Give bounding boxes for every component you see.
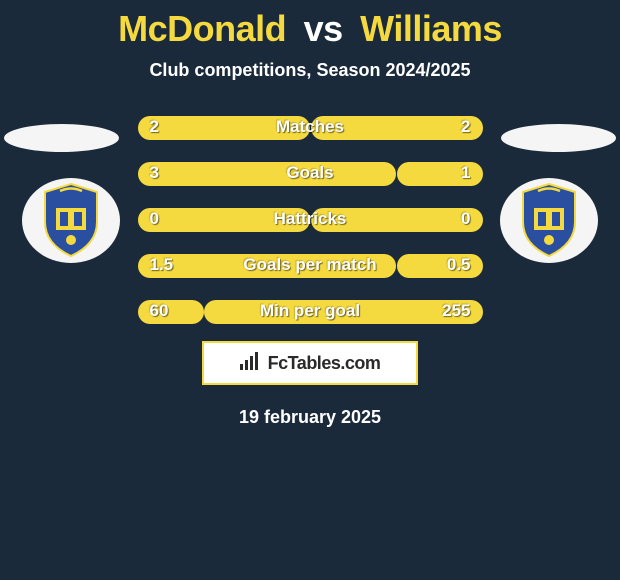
club-badge-right: [500, 178, 598, 263]
stat-value-left: 3: [150, 163, 159, 183]
player-avatar-right: [501, 124, 616, 152]
title-vs: vs: [304, 8, 343, 49]
stat-value-right: 2: [461, 117, 470, 137]
watermark: FcTables.com: [202, 341, 418, 385]
stat-row: 3 Goals 1: [138, 157, 483, 191]
stat-value-right: 1: [461, 163, 470, 183]
stat-label: Goals per match: [243, 255, 376, 275]
stat-value-right: 255: [442, 301, 470, 321]
stat-label: Hattricks: [274, 209, 347, 229]
stat-value-left: 0: [150, 209, 159, 229]
infographic-container: McDonald vs Williams Club competitions, …: [0, 0, 620, 428]
stat-value-right: 0: [461, 209, 470, 229]
stat-row: 1.5 Goals per match 0.5: [138, 249, 483, 283]
stat-bar-left: [138, 162, 396, 186]
stat-row: 60 Min per goal 255: [138, 295, 483, 329]
stat-value-left: 60: [150, 301, 169, 321]
club-badge-left: [22, 178, 120, 263]
stat-bar-left: [138, 300, 204, 324]
stat-value-right: 0.5: [447, 255, 471, 275]
date-text: 19 february 2025: [0, 407, 620, 428]
stat-label: Matches: [276, 117, 344, 137]
shield-icon: [22, 178, 120, 263]
watermark-text: FcTables.com: [268, 353, 381, 373]
stats-table: 2 Matches 2 3 Goals 1 0 Hattricks 0 1.5 Goals per …: [138, 111, 483, 329]
title-player-right: Williams: [360, 8, 502, 49]
bar-chart-icon: [240, 344, 262, 384]
subtitle: Club competitions, Season 2024/2025: [0, 60, 620, 81]
stat-row: 0 Hattricks 0: [138, 203, 483, 237]
stat-value-left: 2: [150, 117, 159, 137]
page-title: McDonald vs Williams: [0, 8, 620, 50]
shield-icon: [500, 178, 598, 263]
stat-label: Min per goal: [260, 301, 360, 321]
stat-label: Goals: [286, 163, 333, 183]
player-avatar-left: [4, 124, 119, 152]
title-player-left: McDonald: [118, 8, 286, 49]
stat-row: 2 Matches 2: [138, 111, 483, 145]
stat-value-left: 1.5: [150, 255, 174, 275]
